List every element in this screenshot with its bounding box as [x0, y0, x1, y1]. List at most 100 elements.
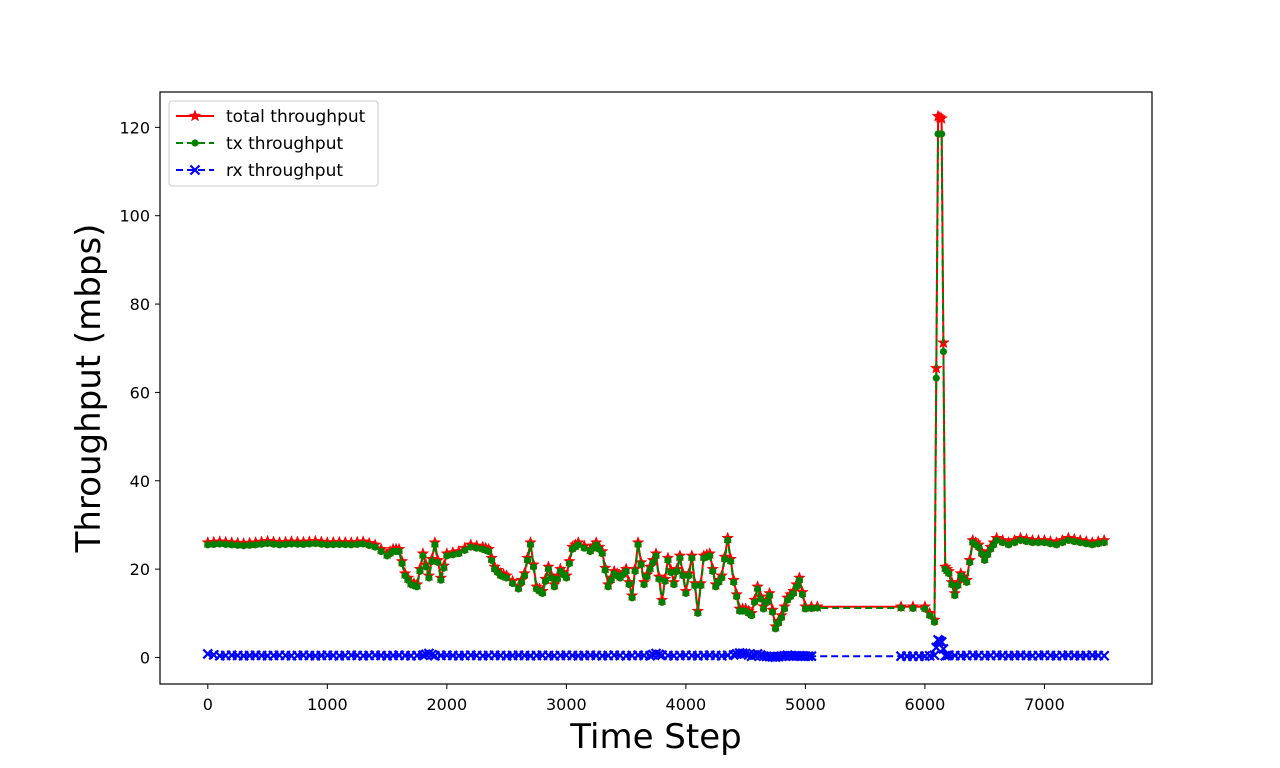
- data-point: [679, 572, 687, 580]
- data-point: [1034, 539, 1043, 547]
- series-1: [204, 130, 1108, 633]
- data-point: [263, 539, 272, 548]
- legend-label: rx throughput: [226, 161, 343, 181]
- data-point: [685, 572, 693, 580]
- data-point: [210, 540, 218, 548]
- data-point: [752, 648, 763, 660]
- data-point: [222, 540, 230, 548]
- data-point: [813, 604, 821, 612]
- data-point: [538, 589, 547, 598]
- data-point: [688, 554, 696, 562]
- data-point: [622, 567, 630, 575]
- x-tick-label: 4000: [666, 695, 707, 714]
- data-point: [311, 539, 319, 548]
- data-point: [733, 593, 741, 601]
- data-point: [930, 618, 939, 626]
- data-point: [1088, 541, 1096, 549]
- data-point: [508, 579, 517, 588]
- data-point: [909, 604, 917, 613]
- data-point: [664, 556, 672, 564]
- data-point: [365, 541, 373, 550]
- data-point: [580, 544, 588, 552]
- data-point: [240, 542, 248, 550]
- y-tick-label: 100: [119, 207, 150, 226]
- data-point: [216, 540, 224, 548]
- data-point: [417, 650, 429, 661]
- data-point: [803, 650, 814, 662]
- data-point: [335, 540, 343, 548]
- legend-box: [168, 100, 379, 187]
- legend-label: total throughput: [226, 107, 366, 127]
- data-point: [628, 594, 636, 602]
- data-point: [204, 541, 212, 549]
- data-point: [939, 650, 951, 662]
- data-point: [929, 650, 940, 661]
- y-tick-label: 60: [130, 383, 150, 402]
- data-point: [637, 561, 645, 569]
- data-point: [287, 540, 296, 548]
- data-point: [938, 130, 946, 138]
- data-point: [598, 550, 606, 558]
- data-point: [523, 556, 532, 564]
- data-point: [682, 589, 690, 598]
- data-point: [748, 611, 756, 620]
- data-point: [718, 574, 726, 582]
- data-point: [246, 541, 254, 549]
- data-point: [455, 550, 463, 558]
- data-point: [529, 563, 538, 571]
- data-point: [305, 540, 313, 548]
- legend-marker: [188, 109, 202, 122]
- data-point: [1058, 539, 1066, 547]
- data-point: [655, 575, 663, 583]
- x-tick-label: 0: [203, 695, 213, 714]
- data-point: [275, 541, 284, 549]
- data-point: [341, 541, 349, 549]
- data-point: [691, 582, 699, 590]
- data-point: [768, 608, 777, 616]
- data-point: [646, 565, 654, 573]
- data-point: [727, 557, 735, 566]
- data-point: [574, 541, 582, 549]
- data-point: [544, 565, 553, 573]
- data-point: [789, 589, 798, 598]
- data-point: [926, 611, 934, 620]
- data-point: [759, 605, 768, 613]
- data-point: [798, 590, 807, 599]
- data-point: [941, 650, 953, 661]
- data-point: [228, 541, 236, 549]
- data-point: [281, 540, 290, 548]
- data-point: [753, 585, 762, 593]
- x-tick-label: 6000: [905, 695, 946, 714]
- data-point: [644, 650, 656, 662]
- legend-marker: [191, 139, 199, 147]
- data-point: [670, 580, 678, 589]
- data-point: [299, 540, 308, 548]
- data-point: [526, 541, 535, 549]
- y-tick-label: 80: [130, 295, 150, 314]
- data-point: [503, 574, 511, 582]
- data-point: [547, 574, 556, 582]
- data-point: [728, 649, 739, 661]
- data-point: [426, 649, 438, 660]
- legend-item: rx throughput: [176, 161, 343, 181]
- data-point: [771, 625, 780, 633]
- data-point: [661, 577, 669, 585]
- x-tick-label: 1000: [307, 695, 348, 714]
- data-point: [1022, 537, 1031, 546]
- data-point: [1028, 539, 1037, 547]
- data-point: [806, 650, 817, 662]
- y-tick-label: 0: [140, 648, 150, 667]
- data-point: [762, 598, 771, 606]
- data-point: [777, 614, 786, 622]
- data-point: [257, 540, 266, 548]
- data-point: [667, 568, 675, 577]
- data-point: [422, 563, 430, 571]
- data-point: [323, 541, 331, 549]
- data-point: [423, 648, 435, 659]
- data-point: [706, 552, 714, 560]
- data-point: [1052, 541, 1060, 549]
- data-point: [550, 583, 559, 591]
- data-point: [978, 550, 986, 558]
- data-point: [697, 582, 705, 590]
- data-point: [649, 558, 657, 567]
